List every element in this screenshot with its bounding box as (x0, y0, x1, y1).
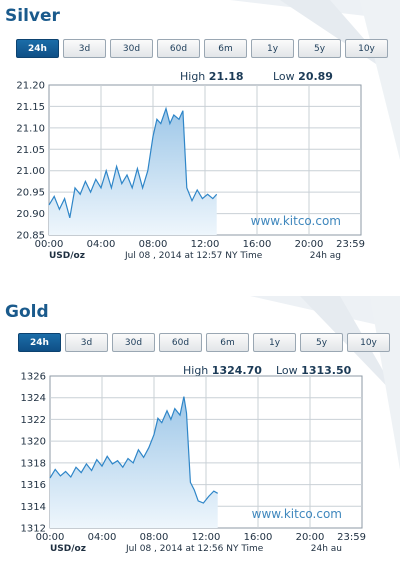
gold-unit-label: USD/oz (50, 544, 86, 554)
silver-price-line (48, 106, 218, 219)
silver-y-tick-label: 21.20 (16, 81, 45, 92)
gold-span-label: 24h au (311, 544, 342, 554)
silver-y-tick-label: 20.90 (16, 209, 45, 220)
silver-tab-5y[interactable]: 5y (298, 39, 341, 58)
silver-tab-24h[interactable]: 24h (16, 39, 59, 58)
gold-y-tick-label: 1312 (21, 524, 46, 535)
silver-high: High 21.18 (180, 70, 244, 83)
silver-x-tick-label: 23:59 (336, 239, 365, 250)
silver-high-label: High (180, 70, 206, 83)
gold-x-tick-label: 16:00 (244, 532, 273, 543)
gold-high: High 1324.70 (183, 364, 262, 377)
gold-tab-3d[interactable]: 3d (65, 333, 108, 352)
silver-chart: 21.20 21.15 21.10 21.05 21.00 20.95 20.90 20.85… (16, 81, 365, 262)
gold-x-tick-label: 20:00 (296, 532, 325, 543)
gold-x-tick-label: 08:00 (140, 532, 169, 543)
gold-high-value: 1324.70 (211, 364, 262, 377)
gold-price-line (49, 396, 218, 504)
gold-tab-10y[interactable]: 10y (347, 333, 390, 352)
gold-panel: Gold 24h 3d 30d 60d 6m 1y 5y 10y High 13… (0, 296, 400, 570)
silver-low: Low 20.89 (273, 70, 333, 83)
silver-panel: Silver 24h 3d 30d 60d 6m 1y 5y 10y High … (5, 6, 388, 262)
silver-y-tick-label: 21.00 (16, 166, 45, 177)
gold-x-tick-label: 12:00 (192, 532, 221, 543)
gold-tab-5y[interactable]: 5y (300, 333, 343, 352)
gold-timestamp: Jul 08 , 2014 at 12:56 NY Time (125, 544, 264, 554)
silver-x-tick-label: 20:00 (295, 239, 324, 250)
silver-low-label: Low (273, 70, 295, 83)
gold-tab-60d[interactable]: 60d (159, 333, 202, 352)
gold-y-tick-label: 1324 (21, 393, 46, 404)
gold-x-tick-label: 00:00 (36, 532, 65, 543)
silver-x-tick-label: 00:00 (35, 239, 64, 250)
silver-price-area (49, 108, 217, 235)
silver-x-tick-label: 12:00 (191, 239, 220, 250)
silver-x-tick-label: 04:00 (87, 239, 116, 250)
gold-y-tick-label: 1314 (21, 502, 46, 513)
silver-high-value: 21.18 (208, 70, 244, 83)
silver-y-tick-label: 21.10 (16, 123, 45, 134)
gold-y-tick-label: 1316 (21, 480, 46, 491)
silver-x-tick-label: 08:00 (139, 239, 168, 250)
gold-low-value: 1313.50 (301, 364, 352, 377)
gold-low-label: Low (276, 364, 298, 377)
silver-y-tick-label: 20.95 (16, 188, 45, 199)
silver-tab-30d[interactable]: 30d (110, 39, 153, 58)
silver-y-tick-label: 20.85 (16, 231, 45, 242)
silver-tab-6m[interactable]: 6m (204, 39, 247, 58)
gold-y-tick-label: 1326 (21, 372, 46, 383)
gold-tab-1y[interactable]: 1y (253, 333, 296, 352)
silver-unit-label: USD/oz (49, 251, 85, 261)
gold-tab-30d[interactable]: 30d (112, 333, 155, 352)
silver-tab-3d[interactable]: 3d (63, 39, 106, 58)
silver-x-tick-label: 16:00 (243, 239, 272, 250)
silver-span-label: 24h ag (310, 251, 341, 261)
gold-high-label: High (183, 364, 209, 377)
gold-title: Gold (5, 302, 49, 322)
gold-watermark: www.kitco.com (252, 507, 342, 521)
silver-tab-10y[interactable]: 10y (345, 39, 388, 58)
gold-tab-6m[interactable]: 6m (206, 333, 249, 352)
silver-tab-1y[interactable]: 1y (251, 39, 294, 58)
gold-tab-24h[interactable]: 24h (18, 333, 61, 352)
silver-timestamp: Jul 08 , 2014 at 12:57 NY Time (124, 251, 263, 261)
gold-y-tick-label: 1318 (21, 458, 46, 469)
gold-x-tick-label: 04:00 (88, 532, 117, 543)
gold-x-tick-label: 23:59 (337, 532, 366, 543)
silver-low-value: 20.89 (298, 70, 333, 83)
gold-low: Low 1313.50 (276, 364, 351, 377)
gold-y-tick-label: 1320 (21, 437, 46, 448)
silver-title: Silver (5, 6, 60, 26)
silver-tab-60d[interactable]: 60d (157, 39, 200, 58)
silver-y-tick-label: 21.15 (16, 102, 45, 113)
silver-watermark: www.kitco.com (251, 214, 341, 228)
gold-y-tick-label: 1322 (21, 415, 46, 426)
silver-y-tick-label: 21.05 (16, 145, 45, 156)
